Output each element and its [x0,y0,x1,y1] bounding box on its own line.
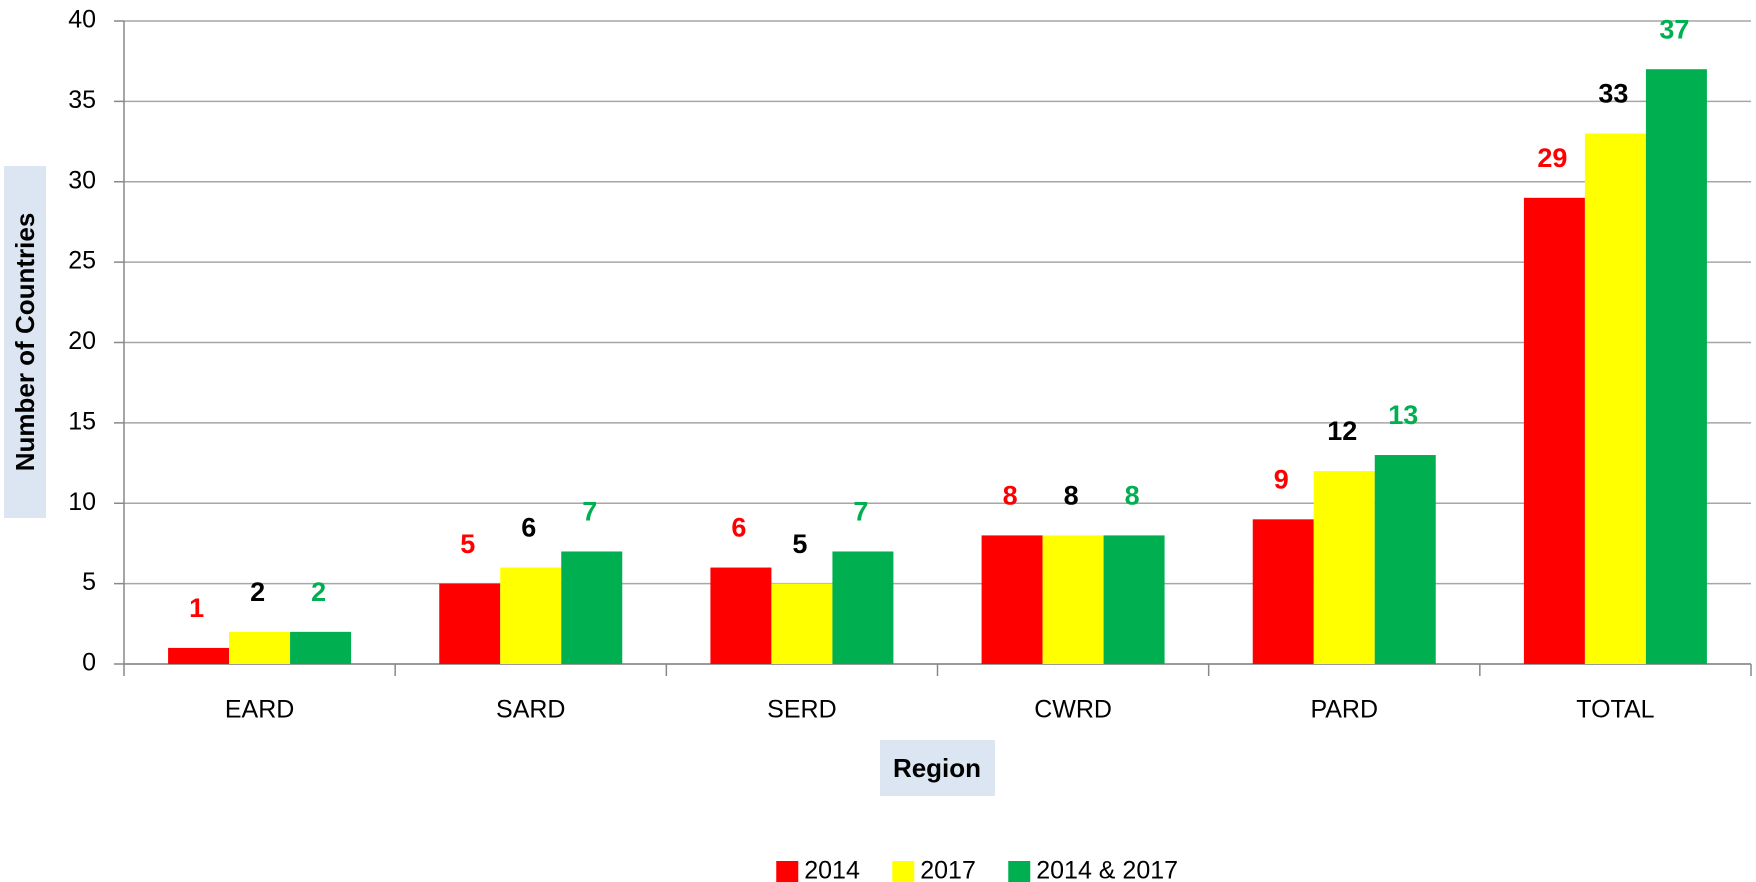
value-label: 2 [311,577,326,607]
legend-label: 2017 [920,857,976,882]
y-axis-title: Number of Countries [10,213,40,472]
bar [710,567,772,664]
value-label: 7 [853,497,868,527]
x-tick-label: CWRD [1034,696,1112,724]
value-label: 5 [460,529,475,559]
bar [1584,133,1646,664]
bar [1042,535,1104,664]
y-tick-label: 25 [68,247,96,275]
bar [1523,197,1585,664]
x-title-bg [880,740,995,796]
bar [1313,471,1375,664]
value-label: 9 [1274,464,1289,494]
bar [561,551,623,664]
bar [500,567,562,664]
value-label: 29 [1537,143,1567,173]
value-label: 5 [792,529,807,559]
bar [771,583,833,664]
bar [981,535,1043,664]
bar [1645,69,1707,665]
bar [229,631,291,664]
x-tick-label: SERD [767,696,836,724]
legend-label: 2014 & 2017 [1036,857,1178,882]
legend-label: 2014 [804,857,860,882]
legend-swatch [892,861,915,882]
value-label: 6 [521,513,536,543]
x-axis-title: Region [893,753,981,783]
y-tick-label: 40 [68,6,96,34]
legend-swatch [776,861,799,882]
value-label: 12 [1327,416,1357,446]
x-tick-label: SARD [496,696,565,724]
value-label: 8 [1125,481,1140,511]
bar [168,647,230,664]
y-tick-label: 15 [68,407,96,435]
value-label: 8 [1003,481,1018,511]
bar [832,551,894,664]
y-tick-label: 0 [82,649,96,677]
value-label: 8 [1064,481,1079,511]
x-tick-label: TOTAL [1576,696,1654,724]
value-label: 13 [1388,400,1418,430]
value-label: 2 [250,577,265,607]
legend-swatch [1008,861,1031,882]
y-tick-label: 20 [68,327,96,355]
x-tick-label: EARD [225,696,294,724]
y-tick-label: 10 [68,488,96,516]
value-label: 37 [1659,14,1689,44]
bar [439,583,501,664]
value-label: 1 [189,593,204,623]
value-label: 6 [731,513,746,543]
y-tick-label: 30 [68,166,96,194]
y-title-bg [4,166,46,518]
y-tick-label: 5 [82,568,96,596]
value-label: 33 [1598,79,1628,109]
bar [1103,535,1165,664]
bar [290,631,352,664]
x-tick-label: PARD [1310,696,1378,724]
y-tick-label: 35 [68,86,96,114]
bar [1374,455,1436,664]
bar [1252,519,1314,664]
value-label: 7 [582,497,597,527]
